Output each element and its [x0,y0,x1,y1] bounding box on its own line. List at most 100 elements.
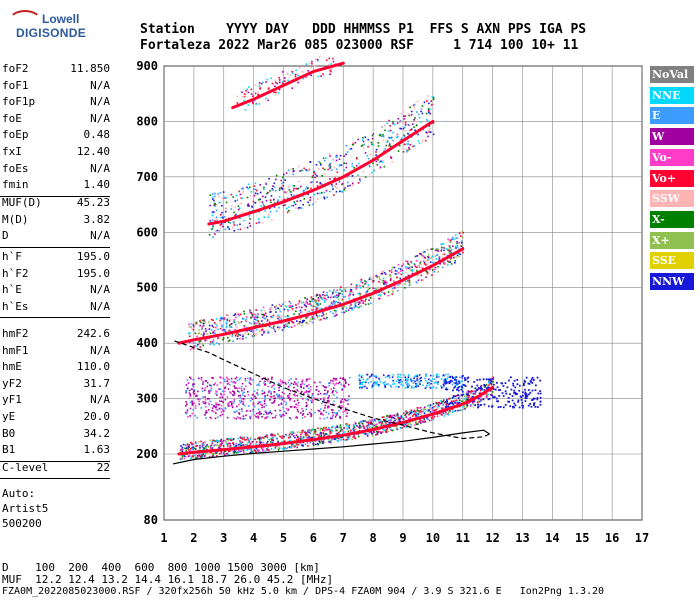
echo-point [330,70,332,73]
echo-point [295,304,297,306]
echo-point [377,159,379,161]
echo-point [251,328,253,331]
echo-point [407,422,409,425]
echo-point [223,378,226,381]
echo-point [211,440,214,442]
echo-point [218,229,221,232]
echo-point [229,326,231,328]
echo-point [385,281,387,283]
param-value: 3.82 [83,212,111,226]
echo-point [345,424,348,427]
echo-point [323,409,325,412]
echo-point [455,256,457,259]
echo-point [201,446,203,448]
echo-point [399,121,402,123]
echo-point [457,409,459,412]
echo-point [330,294,333,297]
echo-point [286,72,289,75]
echo-point [335,438,337,440]
echo-point [323,430,326,432]
echo-point [383,281,386,283]
echo-point [224,398,227,401]
echo-point [270,310,272,313]
echo-point [189,394,192,396]
echo-point [287,308,289,311]
echo-point [442,400,445,402]
echo-point [212,219,214,221]
echo-point [322,426,325,429]
echo-point [256,384,258,386]
echo-point [344,288,346,290]
echo-point [455,384,458,386]
echo-point [375,376,378,379]
echo-point [200,376,203,379]
param-value: 45.23 [76,196,110,209]
echo-point [289,390,292,392]
echo-point [427,409,430,412]
echo-point [229,392,232,394]
echo-point [408,279,411,282]
echo-point [375,430,378,433]
echo-point [258,82,261,84]
echo-point [462,406,464,408]
echo-point [327,390,329,392]
echo-point [404,271,407,274]
echo-point [461,230,464,233]
echo-point [252,450,254,453]
echo-point [433,409,436,412]
echo-point [371,134,374,137]
echo-point [329,190,331,193]
echo-point [301,407,303,410]
echo-point [268,207,271,210]
echo-point [354,421,357,424]
echo-point [418,117,421,119]
echo-point [275,189,277,192]
echo-point [397,150,400,152]
legend-item-sse: SSE [650,252,694,270]
echo-point [445,404,448,406]
param-clevel: C-level 22 [2,461,110,477]
echo-point [333,177,336,180]
echo-point [250,191,253,193]
echo-point [257,94,259,96]
echo-point [416,379,418,382]
echo-point [204,399,207,401]
echo-point [402,384,404,387]
echo-point [215,440,218,442]
echo-point [202,396,204,398]
y-tick-label: 80 [144,513,158,527]
echo-point [360,280,362,283]
echo-point [203,332,205,335]
echo-point [338,425,341,428]
echo-point [337,294,340,296]
echo-point [280,187,283,190]
echo-point [453,256,455,259]
echo-point [402,272,404,275]
echo-point [322,312,324,314]
echo-point [240,385,243,388]
echo-point [410,114,413,116]
echo-point [426,410,429,412]
echo-point [327,399,329,402]
echo-point [310,296,313,298]
echo-point [324,168,326,171]
echo-point [246,204,249,207]
echo-point [418,374,421,376]
echo-point [296,446,299,449]
echo-point [180,457,183,460]
echo-point [222,377,224,380]
echo-point [336,412,339,414]
echo-point [210,387,212,390]
echo-point [474,390,477,393]
echo-point [225,376,228,379]
echo-point [408,413,410,416]
echo-point [449,251,451,254]
echo-point [195,442,197,445]
echo-point [301,382,304,385]
echo-point [367,284,370,286]
echo-point [329,73,331,76]
echo-point [384,129,386,132]
echo-point [401,416,403,419]
echo-point [311,181,313,183]
echo-point [428,269,431,272]
